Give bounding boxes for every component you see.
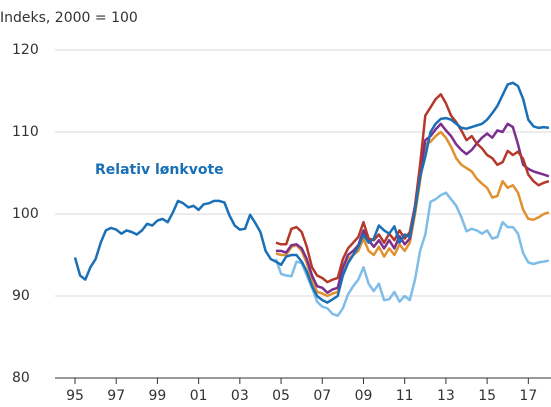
x-tick-label: 09	[355, 388, 373, 404]
series-annotation: Relativ lønkvote	[95, 162, 224, 178]
y-tick-label: 120	[12, 42, 39, 58]
x-tick-label: 07	[313, 388, 331, 404]
y-tick-label: 100	[12, 206, 39, 222]
series-line	[275, 122, 550, 294]
y-axis-label: Indeks, 2000 = 100	[0, 10, 138, 26]
x-tick-label: 15	[478, 388, 496, 404]
x-tick-label: 01	[190, 388, 208, 404]
x-tick-label: 17	[519, 388, 537, 404]
y-tick-label: 80	[12, 370, 30, 386]
series-line	[73, 81, 550, 304]
x-tick-label: 99	[149, 388, 167, 404]
x-tick-label: 13	[437, 388, 455, 404]
x-tick-label: 03	[231, 388, 249, 404]
series-line	[274, 191, 550, 317]
y-tick-label: 110	[12, 124, 39, 140]
x-tick-label: 95	[66, 388, 84, 404]
x-tick-label: 97	[107, 388, 125, 404]
x-tick-label: 05	[272, 388, 290, 404]
y-tick-label: 90	[12, 288, 30, 304]
x-tick-label: 11	[396, 388, 414, 404]
